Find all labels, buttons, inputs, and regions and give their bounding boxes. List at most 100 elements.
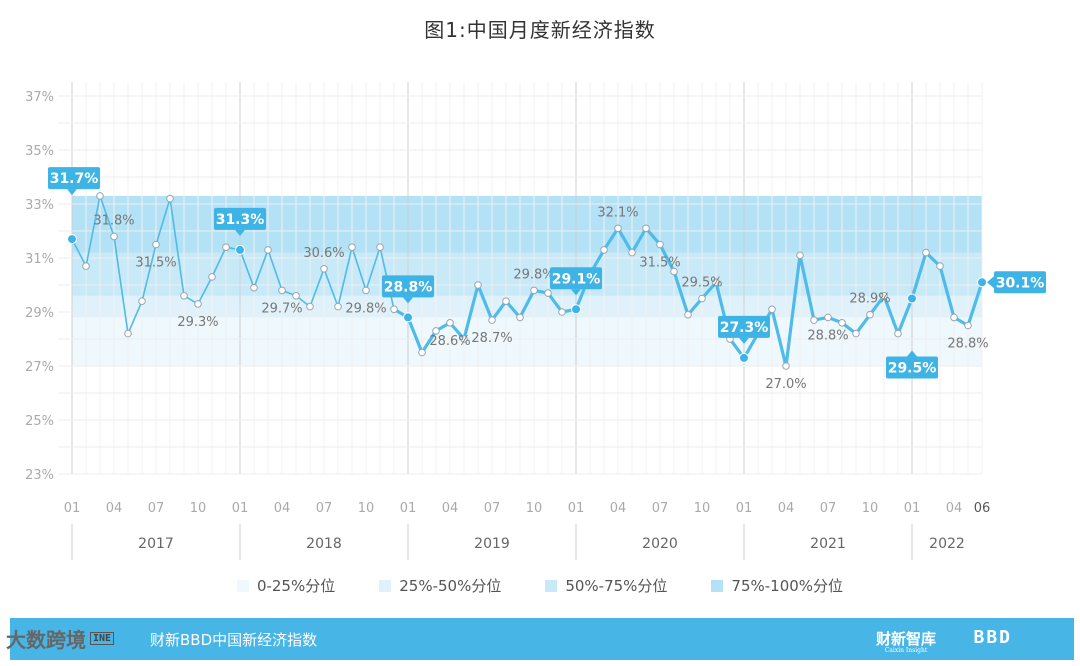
data-point <box>208 273 216 281</box>
x-tick-label: 04 <box>946 501 963 516</box>
x-tick-label: 10 <box>862 501 879 516</box>
data-point <box>180 292 188 300</box>
watermark-badge: INE <box>90 632 115 645</box>
legend-swatch <box>379 579 392 592</box>
data-point <box>418 348 426 357</box>
data-point <box>502 297 510 306</box>
x-tick-label: 01 <box>232 501 249 516</box>
data-point <box>446 319 454 327</box>
highlight-point <box>739 352 749 363</box>
data-label: 28.7% <box>471 331 512 346</box>
y-tick-label: 29% <box>25 306 54 321</box>
data-point <box>278 286 286 295</box>
caixin-logo-text: 财新智库 <box>875 630 936 648</box>
legend-item-50-75: 50%-75%分位 <box>545 575 667 596</box>
legend-swatch <box>236 579 249 592</box>
callout-box <box>382 275 434 298</box>
data-label: 31.8% <box>93 213 134 228</box>
x-tick-label: 07 <box>820 501 837 516</box>
data-point <box>656 240 664 249</box>
data-label: 28.6% <box>429 334 470 349</box>
x-tick-label: 07 <box>148 501 165 516</box>
data-label: 29.5% <box>681 276 722 291</box>
highlight-callout: 29.5% <box>886 350 938 379</box>
year-label: 2021 <box>810 536 846 552</box>
data-point <box>376 243 384 251</box>
x-tick-label: 04 <box>442 501 459 516</box>
highlight-point <box>235 244 245 255</box>
data-point <box>880 292 888 300</box>
data-label: 27.0% <box>765 377 806 392</box>
legend-label: 25%-50%分位 <box>399 577 502 595</box>
y-tick-label: 25% <box>25 414 54 429</box>
callout-pointer <box>571 289 581 296</box>
callout-box <box>214 207 266 230</box>
data-point <box>152 240 160 249</box>
data-point <box>670 267 678 276</box>
legend-swatch <box>711 579 724 592</box>
callout-pointer <box>739 337 749 344</box>
legend-swatch <box>545 579 558 592</box>
data-point <box>250 283 258 292</box>
data-point <box>124 329 132 338</box>
data-label: 32.1% <box>597 205 638 220</box>
bbd-logo: BBD <box>973 627 1012 648</box>
data-point <box>698 294 706 303</box>
callout-label: 31.7% <box>50 171 99 187</box>
highlight-point <box>571 304 581 315</box>
data-point <box>684 310 692 319</box>
data-point <box>712 278 720 287</box>
year-label: 2020 <box>642 536 678 552</box>
highlight-callout: 28.8% <box>382 275 434 304</box>
highlight-point <box>403 312 413 323</box>
data-point <box>544 289 552 297</box>
callout-pointer <box>907 350 917 357</box>
year-label: 2018 <box>306 536 342 552</box>
y-tick-label: 35% <box>25 144 54 159</box>
x-tick-label: 07 <box>484 501 501 516</box>
data-point <box>516 313 524 322</box>
data-label: 29.8% <box>513 267 554 282</box>
data-label: 31.5% <box>135 256 176 271</box>
data-point <box>362 286 370 295</box>
x-tick-label: 06 <box>974 501 991 516</box>
callout-pointer <box>67 189 77 196</box>
data-point <box>782 362 790 370</box>
y-tick-label: 23% <box>25 468 54 483</box>
highlight-callout: 29.1% <box>550 267 602 296</box>
callout-box <box>550 267 602 290</box>
data-point <box>348 243 356 251</box>
watermark-text: 大数跨境 <box>6 628 86 652</box>
legend-item-75-100: 75%-100%分位 <box>711 575 843 596</box>
data-label: 29.8% <box>345 301 386 316</box>
data-point <box>852 329 860 338</box>
y-tick-label: 27% <box>25 360 54 375</box>
chart-title: 图1:中国月度新经济指数 <box>424 18 656 42</box>
data-point <box>306 302 314 311</box>
data-point <box>222 243 230 251</box>
data-point <box>768 305 776 314</box>
x-tick-label: 10 <box>694 501 711 516</box>
data-point <box>194 300 202 308</box>
year-label: 2019 <box>474 536 510 552</box>
data-point <box>474 281 482 289</box>
data-point <box>866 310 874 319</box>
y-tick-label: 37% <box>25 90 54 105</box>
legend: 0-25%分位 25%-50%分位 50%-75%分位 75%-100%分位 <box>0 575 1080 596</box>
callout-box <box>48 167 100 190</box>
data-point <box>558 308 566 316</box>
callout-label: 27.3% <box>720 320 769 336</box>
callout-pointer <box>403 297 413 304</box>
caixin-insight-logo: 财新智库 Caixin Insight <box>876 628 936 654</box>
highlight-callout: 27.3% <box>718 315 770 344</box>
callout-label: 28.8% <box>384 279 433 295</box>
callout-pointer <box>235 229 245 236</box>
data-point <box>628 248 636 257</box>
data-point <box>530 286 538 295</box>
data-label: 28.8% <box>807 328 848 343</box>
data-point <box>96 192 104 200</box>
data-point <box>614 224 622 233</box>
highlight-point <box>907 293 917 304</box>
data-point <box>824 313 832 322</box>
x-tick-label: 04 <box>610 501 627 516</box>
